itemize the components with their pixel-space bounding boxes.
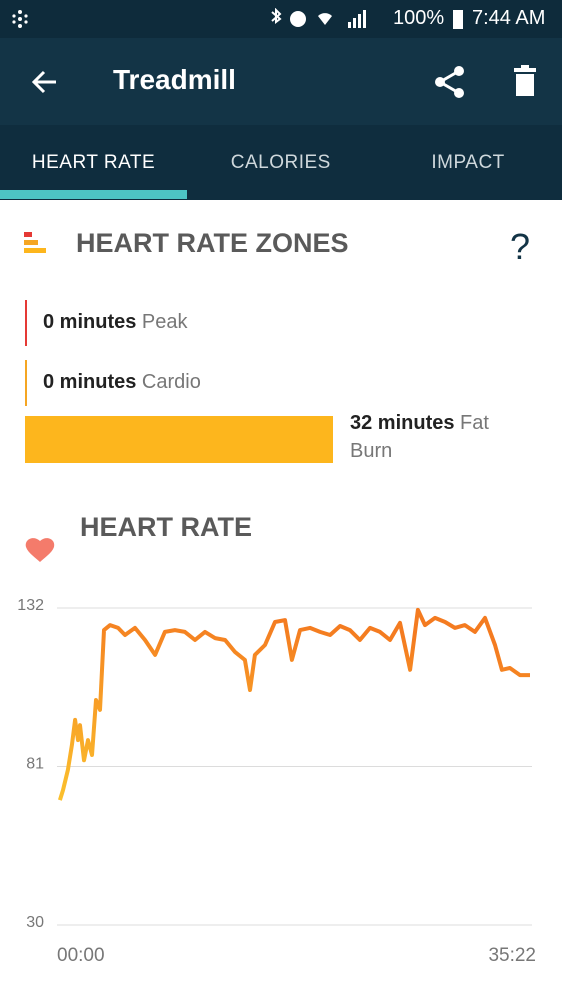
zone-name: Cardio [141, 371, 201, 393]
zone-amount: 0 minutes [43, 371, 137, 393]
zone-amount: 32 minutes [350, 412, 455, 434]
tab[interactable]: IMPACT [431, 152, 505, 173]
zone-amount: 0 minutes [43, 311, 137, 333]
line [57, 607, 530, 801]
y-tick-label: 30 [26, 914, 44, 931]
chart-title: HEART RATE [80, 512, 252, 542]
battery-icon [453, 10, 463, 29]
app-icon [12, 10, 28, 28]
chart: HEART RATE 30 81 132 00:00 35:22 [17, 512, 536, 966]
zone-list: 0 minutes Peak 0 minutes Cardio 32 minutes… [0, 295, 562, 475]
back-button[interactable] [28, 66, 60, 98]
tab[interactable]: CALORIES [230, 152, 331, 173]
zone-label: 0 minutes Peak [43, 311, 188, 334]
zone-name: Peak [141, 311, 188, 333]
zones-icon [24, 232, 46, 253]
zone-marker [25, 360, 27, 406]
status-icons [271, 8, 366, 28]
zone-marker [25, 300, 27, 346]
clock: 7:44 AM [472, 7, 546, 29]
zone-label: 32 minutes Fat Burn [350, 409, 520, 465]
x-tick-label: 00:00 [57, 945, 105, 966]
status-bar: 100% 7:44 AM [0, 0, 562, 38]
section-title: HEART RATE ZONES [76, 228, 349, 258]
help-button[interactable]: ? [510, 226, 531, 267]
tab-bar: HEART RATE CALORIES IMPACT [0, 125, 562, 200]
y-tick-label: 132 [17, 597, 44, 614]
tab-indicator [0, 190, 187, 199]
zone-label: 0 minutes Cardio [43, 371, 201, 394]
heart-icon [25, 538, 55, 562]
zone-name: Fat Burn [350, 412, 489, 462]
zone-bar [25, 416, 333, 463]
delete-button[interactable] [512, 65, 538, 99]
battery-level: 100% [393, 7, 445, 29]
x-tick-label: 35:22 [488, 945, 536, 966]
y-tick-label: 81 [26, 756, 44, 773]
tab[interactable]: HEART RATE [31, 152, 156, 173]
app-bar: Treadmill [0, 38, 562, 125]
page-title: Treadmill [113, 64, 236, 95]
share-button[interactable] [432, 64, 468, 100]
